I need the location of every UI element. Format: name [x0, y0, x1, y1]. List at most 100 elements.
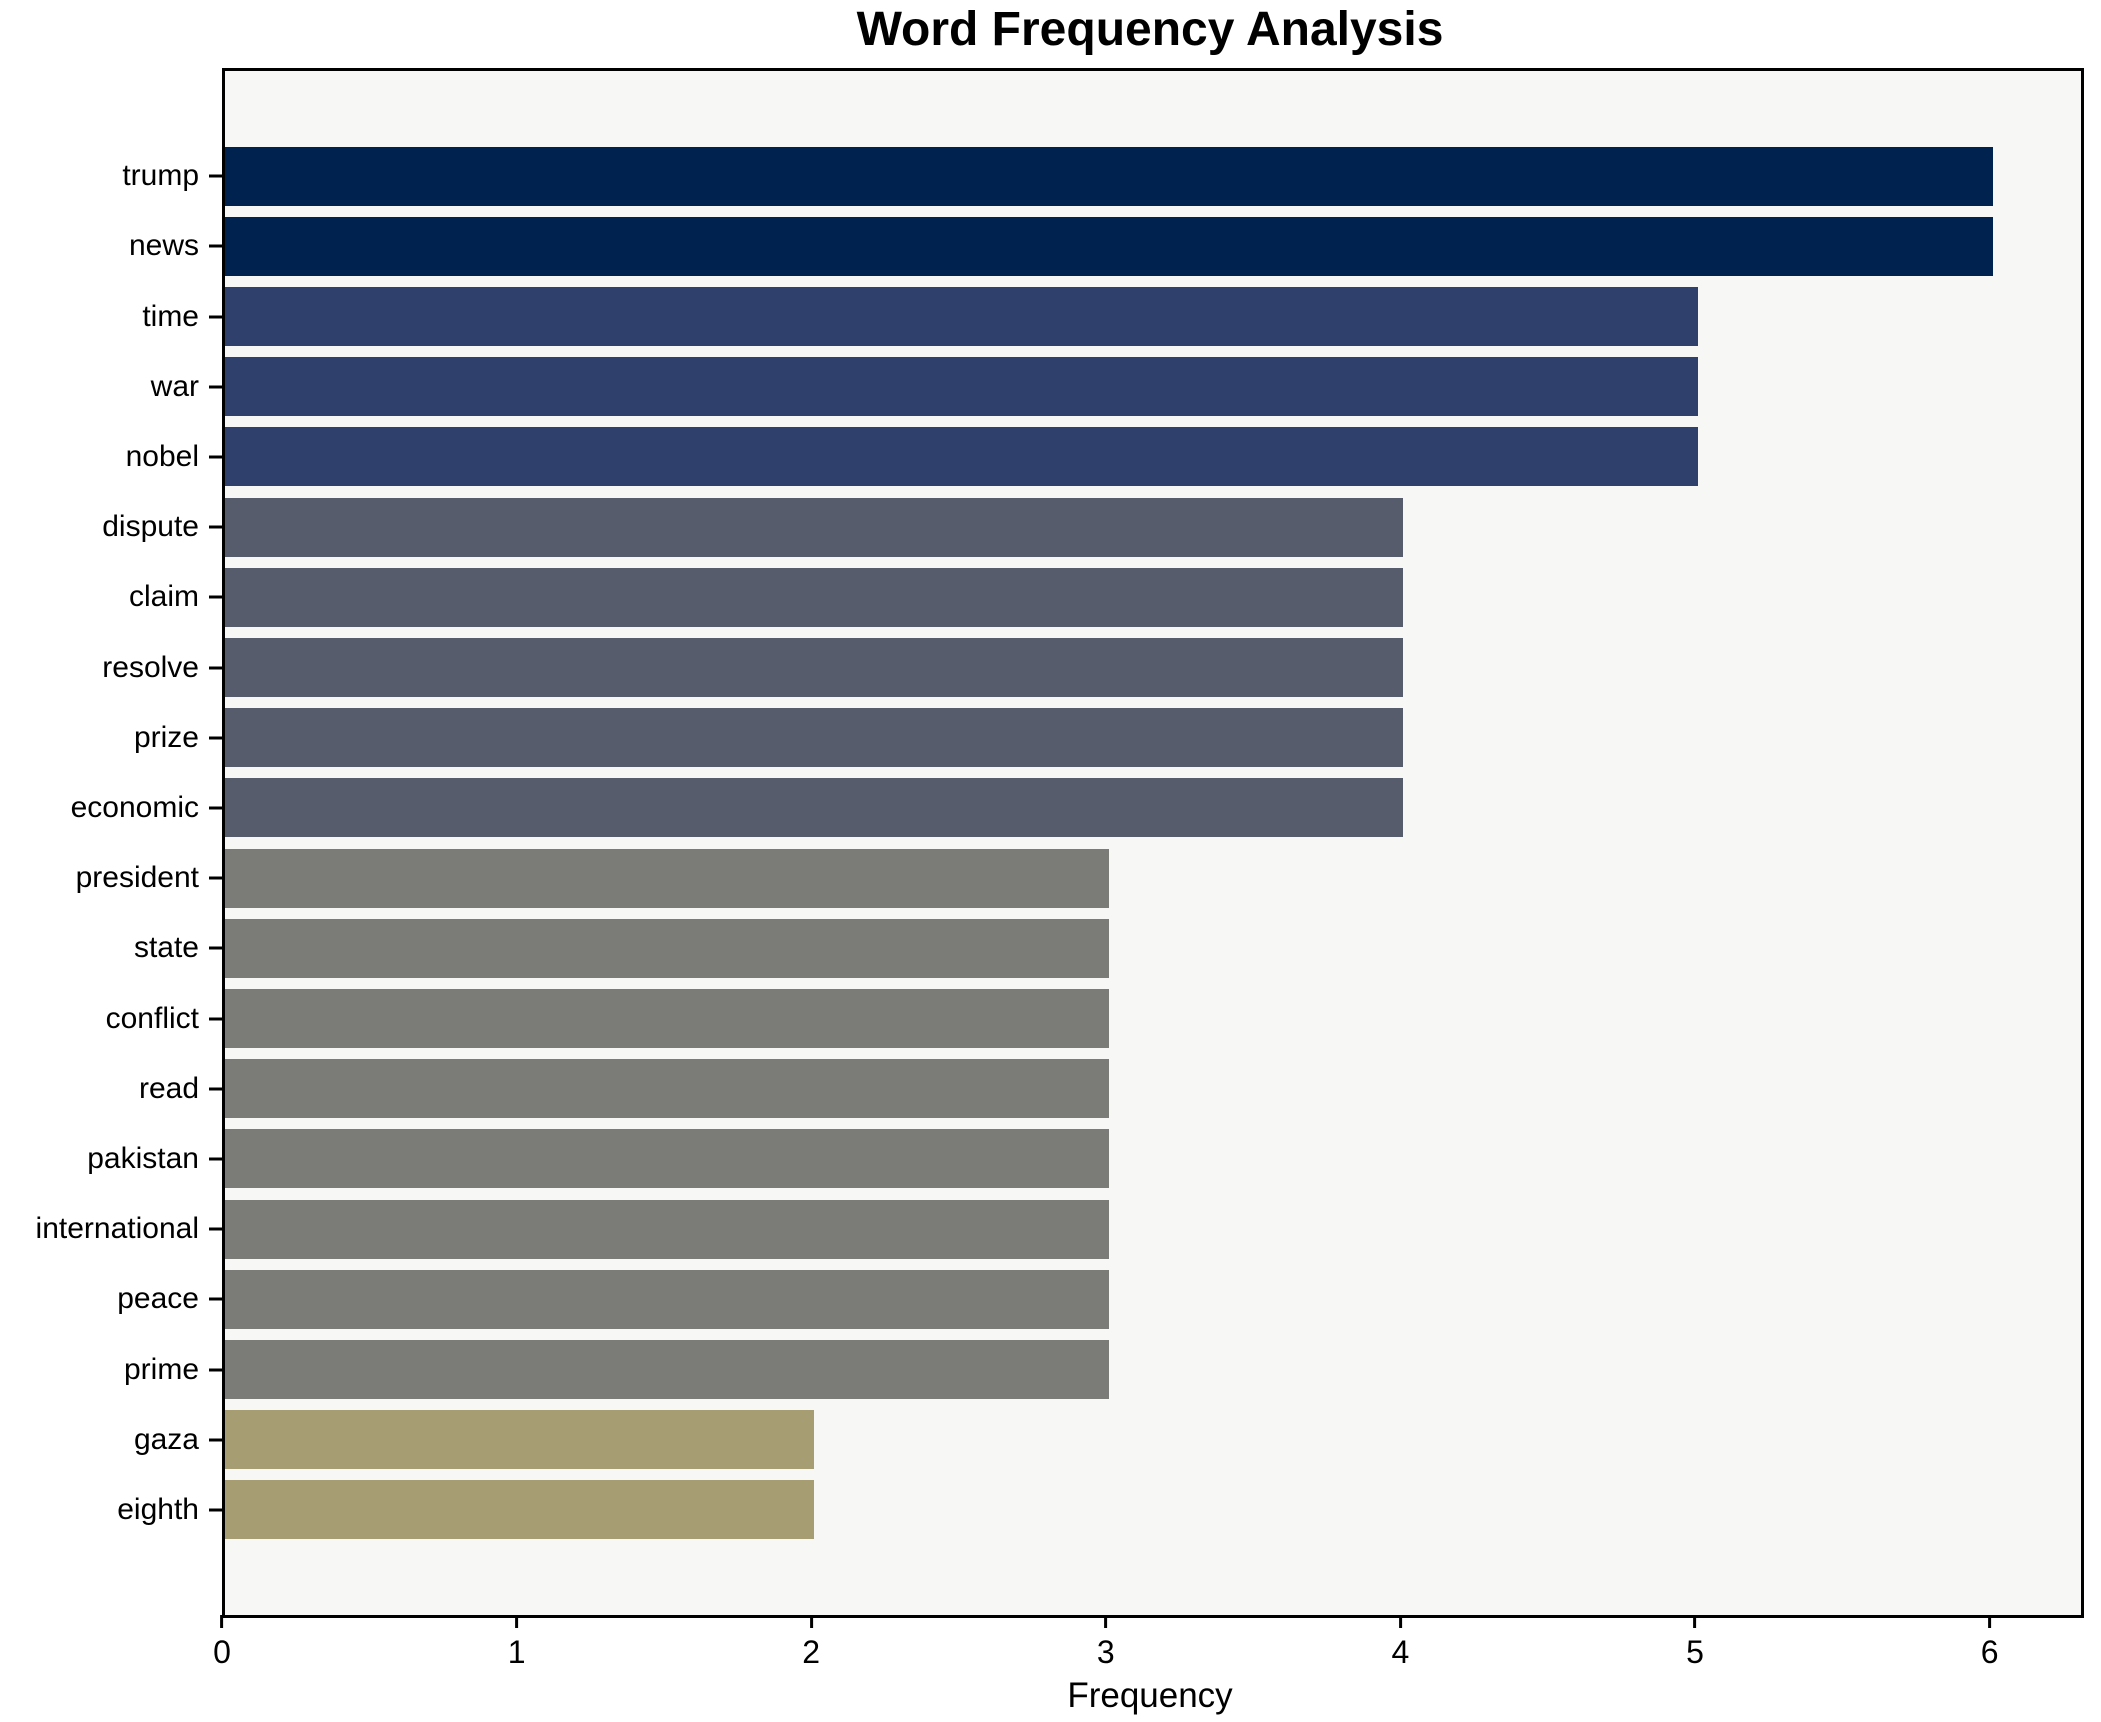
- y-tick-label: prime: [123, 1352, 199, 1386]
- y-tick-mark: [209, 1508, 222, 1512]
- y-tick-mark: [209, 806, 222, 810]
- y-tick-label: pakistan: [87, 1141, 199, 1175]
- bar-row: trump: [122, 141, 2081, 211]
- y-tick-mark: [209, 1087, 222, 1091]
- y-tick-mark: [209, 595, 222, 599]
- x-axis-label: Frequency: [1067, 1676, 1233, 1715]
- x-axis: 0 1 2 3 4 5 6: [213, 1615, 2078, 1675]
- y-tick-mark: [209, 1227, 222, 1231]
- y-tick-label: state: [133, 931, 199, 965]
- x-tick: 1: [507, 1615, 526, 1671]
- bar-row: pakistan: [87, 1124, 2081, 1194]
- bar-row: nobel: [126, 422, 2081, 492]
- x-tick-mark: [1693, 1615, 1697, 1628]
- bar-row: state: [134, 913, 2081, 983]
- y-tick-mark: [209, 525, 222, 529]
- x-tick-label: 4: [1391, 1634, 1410, 1670]
- y-tick-label: time: [142, 299, 199, 333]
- y-tick-label: war: [150, 369, 199, 403]
- bar: [225, 497, 1404, 557]
- bar-row: peace: [117, 1264, 2081, 1334]
- bar: [225, 638, 1404, 697]
- y-tick-label: claim: [128, 580, 199, 614]
- y-tick-mark: [209, 244, 222, 248]
- bar: [225, 1269, 1109, 1329]
- y-tick-mark: [209, 1368, 222, 1372]
- y-tick-label: news: [128, 229, 199, 263]
- y-tick-label: economic: [70, 790, 199, 824]
- bar: [225, 567, 1404, 627]
- bar: [225, 848, 1109, 908]
- y-tick-label: dispute: [102, 510, 199, 544]
- x-tick-label: 2: [802, 1634, 821, 1670]
- bar-row: gaza: [134, 1405, 2081, 1475]
- x-tick: 3: [1097, 1615, 1115, 1671]
- bar: [225, 357, 1699, 417]
- bar: [225, 778, 1404, 838]
- x-tick: 5: [1686, 1615, 1704, 1671]
- bar-row: eighth: [117, 1475, 2081, 1545]
- bar: [225, 708, 1404, 768]
- y-tick-mark: [209, 666, 222, 670]
- y-tick-mark: [209, 1438, 222, 1442]
- y-tick-mark: [209, 1297, 222, 1301]
- x-tick-mark: [1398, 1615, 1402, 1628]
- x-tick-mark: [515, 1615, 519, 1628]
- x-tick-label: 5: [1686, 1634, 1704, 1670]
- y-tick-label: trump: [122, 159, 199, 193]
- bar: [225, 287, 1699, 346]
- y-tick-mark: [209, 1157, 222, 1161]
- y-tick-label: gaza: [133, 1422, 199, 1456]
- bar-row: dispute: [102, 492, 2081, 562]
- bar-row: president: [76, 843, 2081, 913]
- bar-row: international: [36, 1194, 2081, 1264]
- y-tick-mark: [209, 946, 222, 950]
- y-tick-label: read: [138, 1071, 199, 1105]
- y-tick-label: resolve: [102, 650, 199, 684]
- bar: [225, 146, 1993, 206]
- bar-row: prime: [124, 1334, 2081, 1404]
- bar: [225, 1199, 1109, 1259]
- y-tick-mark: [209, 736, 222, 740]
- bar: [225, 1340, 1109, 1400]
- plot-area: trump news time war nobel dispute claim resolve…: [36, 68, 2084, 1618]
- bar-row: economic: [71, 773, 2081, 843]
- y-tick-mark: [209, 385, 222, 389]
- y-tick-mark: [209, 1017, 222, 1021]
- bar: [225, 1059, 1109, 1119]
- bar-row: news: [129, 211, 2081, 281]
- x-tick-mark: [809, 1615, 813, 1628]
- x-tick: 6: [1981, 1615, 1999, 1671]
- y-tick-label: nobel: [125, 439, 199, 473]
- chart-title: Word Frequency Analysis: [856, 3, 1444, 56]
- y-tick-label: eighth: [117, 1492, 199, 1526]
- bar-row: time: [142, 281, 2081, 351]
- x-tick: 4: [1391, 1615, 1410, 1671]
- y-tick-label: president: [75, 861, 199, 895]
- bar: [225, 427, 1699, 487]
- bar: [225, 216, 1993, 276]
- y-tick-mark: [209, 174, 222, 178]
- bar: [225, 1410, 815, 1470]
- bars-container: trump news time war nobel dispute claim resolve…: [36, 71, 2081, 1615]
- y-tick-mark: [209, 876, 222, 880]
- bar-row: prize: [134, 703, 2081, 773]
- x-tick-mark: [1988, 1615, 1992, 1628]
- x-tick-label: 0: [213, 1634, 231, 1670]
- x-tick-label: 6: [1980, 1634, 1999, 1670]
- y-tick-mark: [209, 315, 222, 318]
- y-tick-label: conflict: [105, 1001, 199, 1035]
- bar: [225, 1129, 1109, 1189]
- bar-row: resolve: [102, 632, 2081, 702]
- y-tick-label: prize: [133, 720, 199, 754]
- bar: [225, 989, 1109, 1049]
- y-tick-label: international: [35, 1212, 199, 1246]
- bar: [225, 1480, 815, 1540]
- y-tick-mark: [209, 455, 222, 459]
- x-tick: 0: [213, 1615, 231, 1671]
- x-tick: 2: [802, 1615, 820, 1671]
- x-tick-mark: [1104, 1615, 1108, 1628]
- x-tick-label: 1: [507, 1634, 526, 1670]
- bar: [225, 918, 1109, 978]
- bar-row: read: [139, 1054, 2081, 1124]
